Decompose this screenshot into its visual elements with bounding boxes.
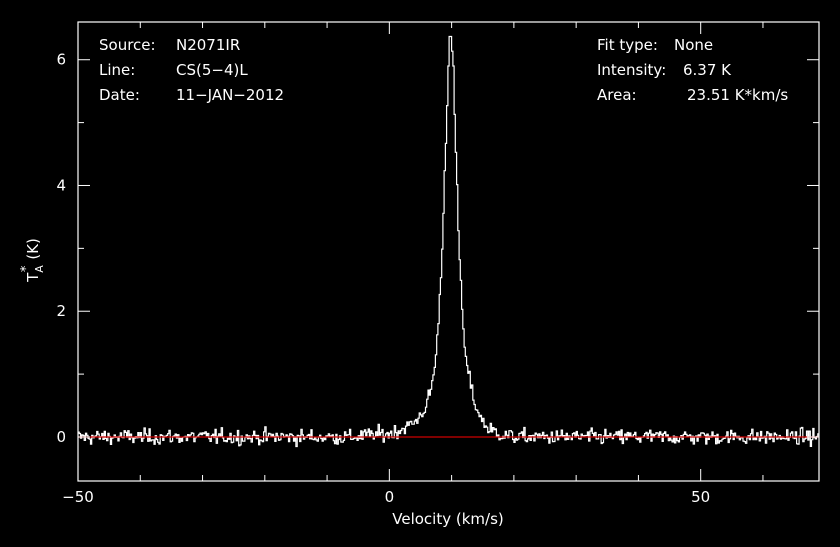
date-value: 11−JAN−2012 [176,86,284,104]
y-axis-subscript: A [33,265,46,273]
y-axis-unit: (K) [24,238,42,260]
date-label: Date: [99,86,140,104]
y-tick-label: 0 [56,428,66,446]
source-label: Source: [99,36,156,54]
plot-frame [77,21,820,482]
fit-type-value: None [674,36,713,54]
y-tick-label: 6 [56,51,66,69]
intensity-value: 6.37 K [683,61,732,79]
y-axis-superscript: * [19,265,34,272]
source-value: N2071IR [176,36,240,54]
x-axis-title: Velocity (km/s) [392,510,503,528]
x-tick-label: 50 [691,488,710,506]
y-axis-symbol: T [24,272,42,283]
x-tick-label: −50 [62,488,94,506]
area-label: Area: [597,86,637,104]
y-axis-title: TA* (K) [19,238,46,283]
fit-type-label: Fit type: [597,36,658,54]
y-tick-label: 2 [56,302,66,320]
line-value: CS(5−4)L [176,61,248,79]
y-tick-label: 4 [56,176,66,194]
line-label: Line: [99,61,135,79]
x-tick-label: 0 [385,488,395,506]
intensity-label: Intensity: [597,61,666,79]
area-value: 23.51 K*km/s [687,86,788,104]
plot-layer: −50 0 50 0 2 4 6 [56,21,820,506]
spectrum-line [78,35,819,448]
svg-text:TA*(K): TA* (K) [19,238,46,283]
